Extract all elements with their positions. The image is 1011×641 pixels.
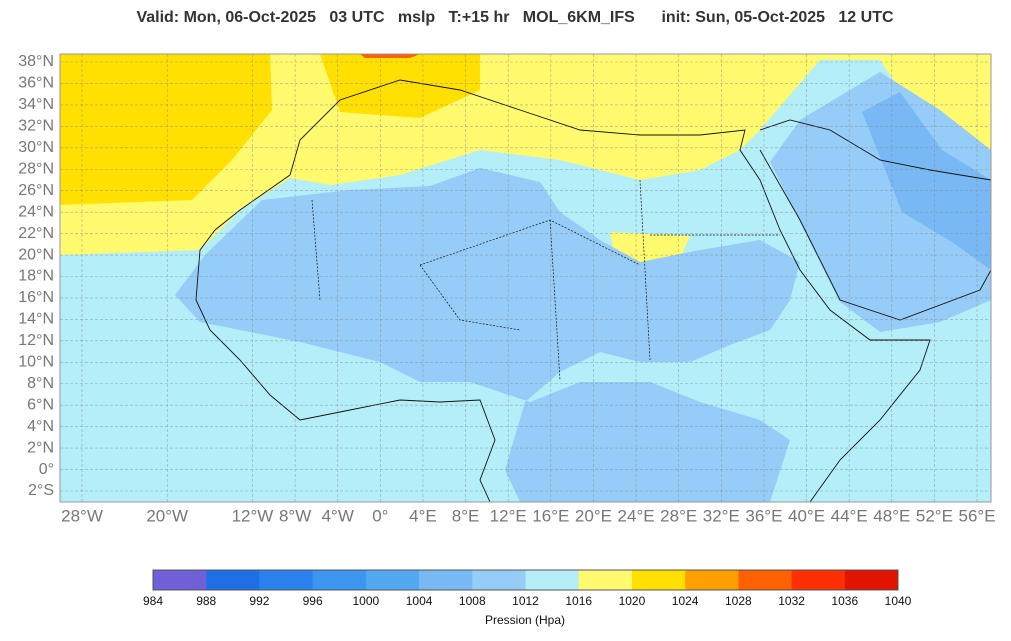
lon-tick-label: 8°W [279,506,311,525]
colorbar-tick-label: 1016 [565,594,592,608]
pressure-1008-1012 [770,72,991,332]
colorbar-bin [844,570,899,590]
colorbar-tick-label: 1000 [353,594,380,608]
lat-tick-label: 30°N [18,139,54,156]
map-frame [59,53,992,503]
colorbar-label: Pression (Hpa) [485,613,565,627]
lon-tick-label: 20°E [575,506,612,525]
lon-tick-label: 52°E [916,506,953,525]
colorbar-tick-label: 1004 [406,594,433,608]
lat-tick-label: 34°N [18,96,54,113]
lon-tick-label: 4°W [322,506,354,525]
colorbar-bin [525,570,580,590]
colorbar-tick-label: 1036 [831,594,858,608]
lat-tick-label: 22°N [18,225,54,242]
colorbar-tick-label: 992 [249,594,269,608]
lon-tick-label: 0° [372,506,388,525]
lat-tick-label: 0° [39,461,54,478]
colorbar-frame [152,569,899,591]
lat-tick-label: 2°S [28,482,54,499]
colorbar-tick-label: 984 [143,594,163,608]
lat-tick-label: 6°N [27,396,54,413]
lat-tick-label: 24°N [18,203,54,220]
lat-tick-label: 28°N [18,160,54,177]
lon-tick-label: 28°W [61,506,103,525]
lon-tick-label: 56°E [958,506,995,525]
lon-tick-label: 16°E [532,506,569,525]
colorbar-bin [312,570,367,590]
lon-tick-label: 4°E [409,506,437,525]
lon-tick-label: 48°E [873,506,910,525]
lat-tick-label: 32°N [18,118,54,135]
lat-tick-label: 4°N [27,418,54,435]
lon-tick-label: 36°E [745,506,782,525]
lon-tick-label: 20°W [146,506,188,525]
colorbar-tick-label: 1032 [778,594,805,608]
lon-tick-label: 32°E [703,506,740,525]
coastline [759,119,991,321]
pressure-1004-1008 [862,92,991,270]
colorbar-bin [631,570,686,590]
colorbar-tick-label: 996 [303,594,323,608]
colorbar-bin [206,570,260,590]
lat-tick-label: 14°N [18,311,54,328]
lat-tick-label: 36°N [18,75,54,92]
pressure-1020-1024 [60,54,272,205]
lon-tick-label: 40°E [788,506,825,525]
pressure-1008-1012 [175,168,800,502]
lon-tick-label: 12°W [232,506,274,525]
colorbar-bin [738,570,793,590]
grid [60,54,991,502]
lat-tick-label: 16°N [18,289,54,306]
coastline [195,174,496,502]
lat-tick-label: 10°N [18,354,54,371]
pressure-1016-1020 [60,54,991,255]
colorbar-bin [472,570,526,590]
colorbar-tick-label: 1012 [512,594,539,608]
lat-tick-label: 2°N [27,439,54,456]
colorbar: 984 988 992 996 1000 1004 1008 1012 1016 1020 1024… [143,569,912,608]
title: Valid: Mon, 06-Oct-2025 03 UTC mslp T:+1… [136,9,894,26]
lon-tick-label: 12°E [490,506,527,525]
lon-tick-label: 24°E [618,506,655,525]
colorbar-bin [791,570,846,590]
lat-tick-label: 20°N [18,246,54,263]
colorbar-tick-label: 1008 [459,594,486,608]
colorbar-tick-label: 1020 [619,594,646,608]
pressure-1020-1024 [320,54,480,118]
lat-tick-label: 38°N [18,53,54,70]
colorbar-bin [153,570,207,590]
lat-tick-label: 18°N [18,268,54,285]
colorbar-tick-label: 1040 [885,594,912,608]
colorbar-bin [578,570,633,590]
colorbar-tick-label: 1028 [725,594,752,608]
border [311,179,780,381]
colorbar-bin [685,570,739,590]
colorbar-tick-label: 1024 [672,594,699,608]
lon-tick-label: 8°E [452,506,480,525]
lon-tick-label: 44°E [831,506,868,525]
lat-tick-label: 26°N [18,182,54,199]
colorbar-bin [259,570,314,590]
lat-tick-label: 12°N [18,332,54,349]
pressure-1028-1032 [360,54,420,58]
map-area [60,54,991,502]
colorbar-tick-label: 988 [196,594,216,608]
lat-tick-label: 8°N [27,375,54,392]
colorbar-bin [365,570,420,590]
lon-tick-label: 28°E [660,506,697,525]
colorbar-bin [419,570,473,590]
